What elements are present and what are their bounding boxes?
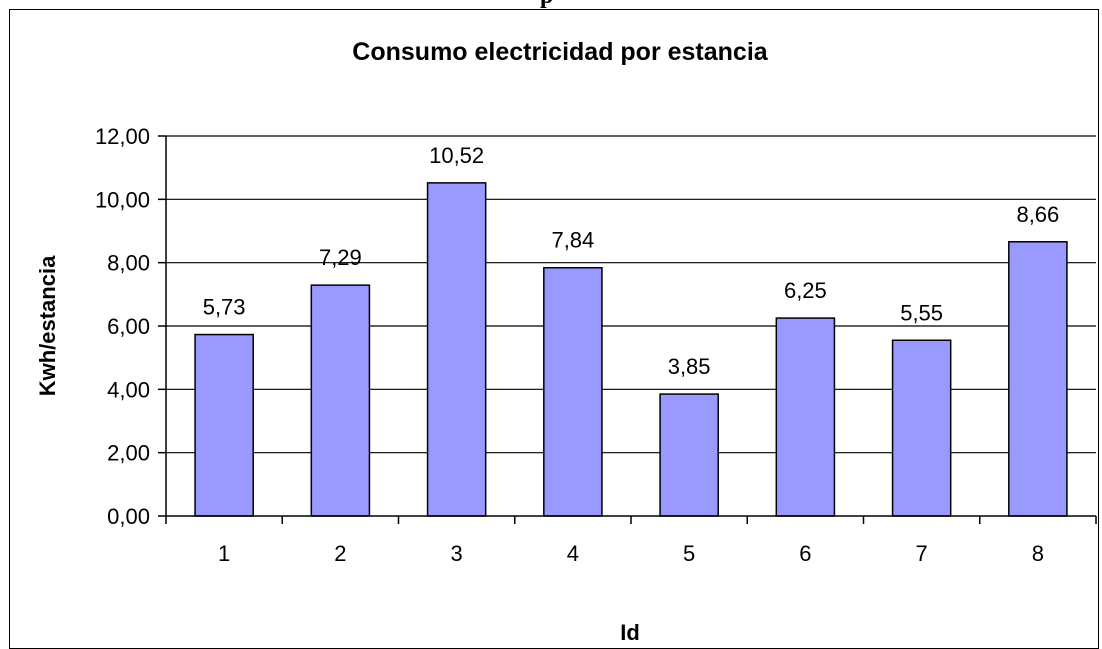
data-label: 10,52 <box>429 143 484 168</box>
data-label: 5,55 <box>900 300 943 325</box>
y-tick-label: 6,00 <box>107 314 150 339</box>
y-axis-title: Kwh/estancia <box>35 255 60 396</box>
bars-layer <box>194 182 1068 517</box>
x-tick-label: 1 <box>218 541 230 566</box>
bar <box>426 182 487 517</box>
x-tick-label: 2 <box>334 541 346 566</box>
top-cut-strip: p <box>0 0 1102 9</box>
y-tick-label: 12,00 <box>95 124 150 149</box>
bar <box>659 393 719 517</box>
data-label: 5,73 <box>203 295 246 320</box>
y-tick-label: 10,00 <box>95 187 150 212</box>
x-tick-label: 6 <box>799 541 811 566</box>
bar <box>194 333 254 517</box>
data-label: 3,85 <box>668 354 711 379</box>
bar <box>1008 241 1068 517</box>
grid-layer <box>166 135 1096 454</box>
bar <box>891 339 952 517</box>
x-tick-label: 8 <box>1032 541 1044 566</box>
data-label: 7,84 <box>551 228 594 253</box>
axes-layer <box>158 135 1097 524</box>
x-tick-label: 7 <box>916 541 928 566</box>
x-tick-label: 4 <box>567 541 579 566</box>
x-axis-title: Id <box>620 620 640 641</box>
y-tick-label: 2,00 <box>107 441 150 466</box>
x-tick-label: 5 <box>683 541 695 566</box>
top-cut-text: p <box>540 0 553 9</box>
data-label: 7,29 <box>319 245 362 270</box>
y-tick-label: 0,00 <box>107 504 150 529</box>
bar <box>775 317 836 517</box>
bar <box>543 266 603 517</box>
x-tick-label: 3 <box>451 541 463 566</box>
labels-layer: 0,00 2,00 4,00 6,00 8,00 10,00 12,00 5,73 1 7,29 2… <box>95 124 1059 566</box>
y-tick-label: 8,00 <box>107 251 150 276</box>
y-tick-label: 4,00 <box>107 377 150 402</box>
data-label: 8,66 <box>1016 202 1059 227</box>
chart-title: Consumo electricidad por estancia <box>352 38 768 66</box>
bar <box>310 284 371 517</box>
data-label: 6,25 <box>784 278 827 303</box>
